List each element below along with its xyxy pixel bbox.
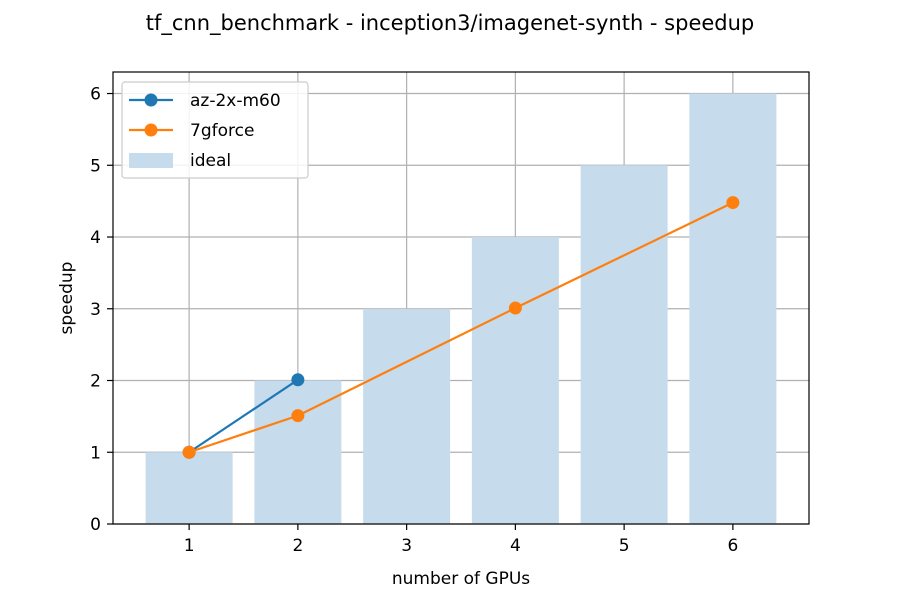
- x-tick-label: 5: [619, 536, 630, 556]
- y-tick-label: 3: [90, 300, 101, 320]
- series-line: [188, 378, 299, 454]
- ideal-bar: [363, 308, 451, 524]
- data-point: [291, 373, 305, 387]
- ideal-bar: [471, 237, 559, 524]
- x-tick-label: 2: [292, 536, 303, 556]
- x-axis-label: number of GPUs: [392, 569, 530, 589]
- legend-label: ideal: [190, 151, 231, 171]
- ideal-bar: [145, 452, 233, 524]
- legend-label: 7gforce: [190, 121, 254, 141]
- legend: az-2x-m60 7gforce ideal: [121, 81, 309, 179]
- chart-title: tf_cnn_benchmark - inception3/imagenet-s…: [146, 11, 755, 36]
- legend-marker: [144, 93, 158, 107]
- data-point: [508, 301, 522, 315]
- ideal-bar: [580, 165, 668, 524]
- series-line: [188, 201, 734, 454]
- bar-series: [145, 93, 777, 525]
- y-tick-label: 1: [90, 443, 101, 463]
- x-tick-label: 4: [510, 536, 521, 556]
- data-point: [182, 445, 196, 459]
- legend-patch: [129, 153, 173, 168]
- y-tick-label: 6: [90, 85, 101, 105]
- data-point: [291, 409, 305, 423]
- x-tick-label: 1: [184, 536, 195, 556]
- y-tick-label: 0: [90, 515, 101, 535]
- plot-frame: [112, 71, 810, 525]
- data-point: [726, 196, 740, 210]
- line-series: [182, 196, 740, 459]
- y-axis-label: speedup: [57, 262, 77, 335]
- y-tick-label: 2: [90, 372, 101, 392]
- legend-marker: [144, 123, 158, 137]
- ideal-bar: [689, 93, 777, 525]
- series-7gforce: [182, 196, 740, 459]
- y-tick-label: 5: [90, 156, 101, 176]
- y-axis: 0 1 2 3 4 5 6: [90, 85, 113, 535]
- x-tick-label: 3: [401, 536, 412, 556]
- x-tick-label: 6: [727, 536, 738, 556]
- ideal-bar: [254, 380, 342, 524]
- x-axis: 1 2 3 4 5 6: [184, 524, 738, 556]
- y-tick-label: 4: [90, 228, 101, 248]
- legend-label: az-2x-m60: [190, 91, 281, 111]
